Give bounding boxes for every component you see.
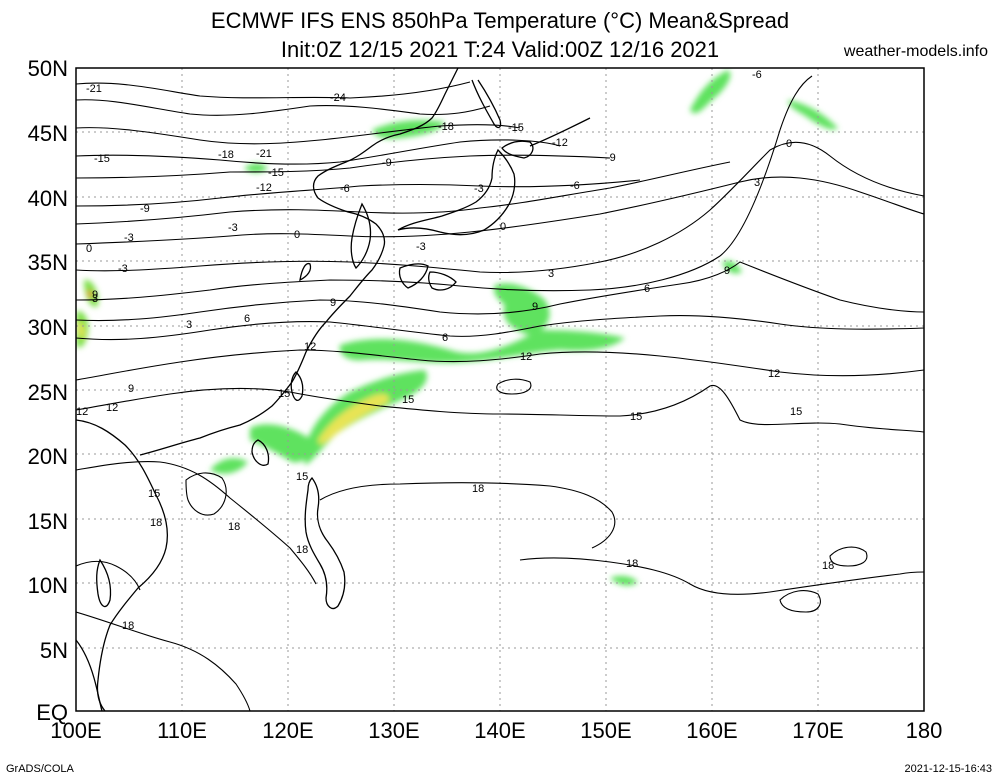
contour-label: -3: [228, 222, 238, 234]
contour-label: -9: [140, 203, 150, 215]
contour-label: -6: [570, 180, 580, 192]
lat-label-20n: 20N: [27, 444, 68, 469]
map-frame: [75, 67, 925, 712]
contour-label: 18: [122, 620, 134, 632]
contour-label: 9: [724, 265, 730, 277]
contour-label: -18: [438, 121, 454, 133]
contour-label: 6: [644, 283, 650, 295]
lat-label-eq: EQ: [36, 700, 68, 725]
contour-label: -24: [330, 92, 346, 104]
contour-label: 18: [822, 560, 834, 572]
contour-label: -15: [508, 122, 524, 134]
footer-timestamp: 2021-12-15-16:43: [904, 763, 992, 775]
contour-label: 6: [244, 313, 250, 325]
lon-label-150e: 150E: [580, 718, 632, 743]
contour-label: 6: [442, 332, 448, 344]
lat-label-10n: 10N: [27, 573, 68, 598]
contour-label: 9: [128, 383, 134, 395]
contour-label: 3: [186, 319, 192, 331]
contour-label: -18: [218, 149, 234, 161]
contour-label: 9: [92, 289, 98, 301]
contour-value-labels: -24 -21 -21 -18 -18 -15 -15 -15 -12 -12 …: [76, 69, 834, 632]
lon-label-130e: 130E: [368, 718, 420, 743]
contour-label: -6: [340, 183, 350, 195]
contour-label: -3: [474, 183, 484, 195]
contour-label: 12: [304, 341, 316, 353]
contour-label: 12: [76, 406, 88, 418]
contour-label: -15: [94, 153, 110, 165]
lat-label-50n: 50N: [27, 56, 68, 81]
lon-label-170e: 170E: [792, 718, 844, 743]
lon-label-110e: 110E: [157, 718, 207, 743]
contour-label: 15: [402, 394, 414, 406]
contour-label: 3: [92, 293, 98, 305]
lon-label-100e: 100E: [50, 718, 102, 743]
contour-label: 0: [294, 229, 300, 241]
contour-label: 15: [790, 406, 802, 418]
footer-credit: GrADS/COLA: [6, 763, 74, 775]
contour-label: 9: [330, 297, 336, 309]
contour-label: 9: [532, 301, 538, 313]
lat-label-45n: 45N: [27, 121, 68, 146]
lat-label-25n: 25N: [27, 380, 68, 405]
title-line-2: Init:0Z 12/15 2021 T:24 Valid:00Z 12/16 …: [280, 37, 720, 62]
lat-label-30n: 30N: [27, 315, 68, 340]
contour-label: -12: [256, 182, 272, 194]
contour-label: -12: [552, 137, 568, 149]
lat-label-40n: 40N: [27, 186, 68, 211]
temperature-contours: [76, 75, 924, 711]
contour-label: -6: [752, 69, 762, 81]
site-credit: weather-models.info: [843, 43, 988, 60]
contour-label: -9: [382, 157, 392, 169]
contour-label: 18: [150, 517, 162, 529]
contour-label: 0: [86, 243, 92, 255]
contour-label: 12: [768, 368, 780, 380]
contour-label: -9: [606, 152, 616, 164]
lat-label-15n: 15N: [27, 509, 68, 534]
contour-label: 18: [228, 521, 240, 533]
contour-label: 3: [548, 268, 554, 280]
lon-label-160e: 160E: [686, 718, 738, 743]
title-line-1: ECMWF IFS ENS 850hPa Temperature (°C) Me…: [210, 8, 790, 33]
coastlines: [76, 68, 591, 711]
contour-label: 12: [106, 402, 118, 414]
contour-label: 18: [296, 544, 308, 556]
contour-label: 15: [296, 471, 308, 483]
contour-label: 0: [786, 138, 792, 150]
contour-label: 15: [148, 488, 160, 500]
contour-label: 15: [278, 388, 290, 400]
contour-label: -21: [256, 148, 272, 160]
lon-label-180: 180: [905, 718, 943, 743]
lon-label-120e: 120E: [262, 718, 314, 743]
contour-label: -3: [416, 241, 426, 253]
lat-label-35n: 35N: [27, 250, 68, 275]
contour-label: 3: [754, 177, 760, 189]
lat-label-5n: 5N: [39, 638, 68, 663]
spread-shading: [76, 70, 838, 586]
lon-label-140e: 140E: [474, 718, 526, 743]
graticule: [76, 68, 924, 711]
contour-label: -21: [86, 83, 102, 95]
contour-label: 18: [626, 558, 638, 570]
contour-label: -15: [268, 167, 284, 179]
contour-label: 18: [472, 483, 484, 495]
contour-label: 15: [630, 411, 642, 423]
contour-label: -3: [124, 232, 134, 244]
contour-label: 0: [500, 221, 506, 233]
contour-label: 12: [520, 351, 532, 363]
contour-label: -3: [118, 263, 128, 275]
